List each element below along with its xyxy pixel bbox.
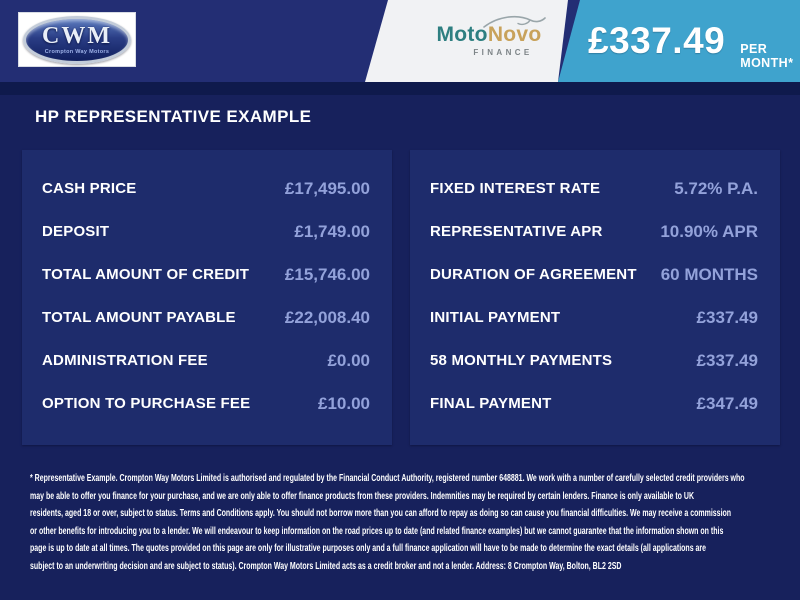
table-row: 58 MONTHLY PAYMENTS £337.49 bbox=[410, 339, 780, 382]
table-row: TOTAL AMOUNT PAYABLE £22,008.40 bbox=[22, 296, 392, 339]
disclaimer-line: may be able to offer you finance for you… bbox=[30, 490, 695, 502]
table-row: DEPOSIT £1,749.00 bbox=[22, 210, 392, 253]
row-value: 60 MONTHS bbox=[660, 264, 758, 284]
finance-brand-tagline: FINANCE bbox=[473, 48, 533, 57]
row-label: INITIAL PAYMENT bbox=[430, 309, 561, 326]
car-swoosh-icon bbox=[482, 15, 546, 28]
row-label: ADMINISTRATION FEE bbox=[42, 352, 208, 369]
disclaimer-line: or other benefits for introducing you to… bbox=[30, 525, 724, 537]
header-bar: CWM Crompton Way Motors MotoNovo FINANCE… bbox=[0, 0, 800, 82]
monthly-price-period: PER MONTH* bbox=[740, 42, 794, 70]
dealer-logo-oval: CWM Crompton Way Motors bbox=[23, 15, 131, 64]
monthly-price-amount: £337.49 bbox=[588, 20, 726, 61]
disclaimer-line: page is up to date at all times. The quo… bbox=[30, 543, 707, 555]
dealer-logo-initials: CWM bbox=[42, 23, 112, 49]
row-value: £337.49 bbox=[696, 307, 758, 327]
row-value: £0.00 bbox=[327, 350, 370, 370]
row-value: £337.49 bbox=[696, 350, 758, 370]
table-row: FIXED INTEREST RATE 5.72% P.A. bbox=[410, 167, 780, 210]
disclaimer-line: * Representative Example. Crompton Way M… bbox=[30, 473, 745, 484]
disclaimer-line: residents, aged 18 or over, subject to s… bbox=[30, 508, 732, 520]
row-label: CASH PRICE bbox=[42, 180, 137, 197]
table-row: OPTION TO PURCHASE FEE £10.00 bbox=[22, 382, 392, 425]
row-value: 5.72% P.A. bbox=[674, 178, 758, 198]
table-row: TOTAL AMOUNT OF CREDIT £15,746.00 bbox=[22, 253, 392, 296]
row-label: TOTAL AMOUNT PAYABLE bbox=[42, 309, 236, 326]
header-white-parallelogram bbox=[365, 0, 568, 82]
disclaimer-line: subject to an underwriting decision and … bbox=[30, 560, 622, 572]
row-label: FIXED INTEREST RATE bbox=[430, 180, 601, 197]
price-banner: £337.49 PER MONTH* bbox=[588, 20, 800, 70]
finance-brand-logo: MotoNovo FINANCE bbox=[424, 15, 554, 57]
row-value: £1,749.00 bbox=[294, 221, 370, 241]
row-value: £15,746.00 bbox=[284, 264, 370, 284]
finance-table-left: CASH PRICE £17,495.00 DEPOSIT £1,749.00 … bbox=[22, 150, 392, 445]
row-label: FINAL PAYMENT bbox=[430, 395, 552, 412]
header-price-parallelogram bbox=[558, 0, 800, 82]
dealer-logo-name: Crompton Way Motors bbox=[44, 49, 110, 55]
row-label: TOTAL AMOUNT OF CREDIT bbox=[42, 266, 250, 283]
row-value: £17,495.00 bbox=[284, 178, 370, 198]
disclaimer-text: * Representative Example. Crompton Way M… bbox=[30, 470, 775, 576]
dealer-logo: CWM Crompton Way Motors bbox=[18, 12, 136, 67]
finance-brand-part1: Moto bbox=[436, 23, 488, 46]
row-value: £22,008.40 bbox=[284, 307, 370, 327]
row-label: OPTION TO PURCHASE FEE bbox=[42, 395, 251, 412]
finance-brand-part2: Novo bbox=[487, 23, 542, 46]
table-row: DURATION OF AGREEMENT 60 MONTHS bbox=[410, 253, 780, 296]
table-row: FINAL PAYMENT £347.49 bbox=[410, 382, 780, 425]
table-row: INITIAL PAYMENT £337.49 bbox=[410, 296, 780, 339]
row-value: £10.00 bbox=[318, 393, 370, 413]
finance-brand-wordmark: MotoNovo bbox=[436, 15, 546, 46]
page-title: HP REPRESENTATIVE EXAMPLE bbox=[35, 107, 312, 126]
table-row: REPRESENTATIVE APR 10.90% APR bbox=[410, 210, 780, 253]
row-label: REPRESENTATIVE APR bbox=[430, 223, 603, 240]
row-label: 58 MONTHLY PAYMENTS bbox=[430, 352, 613, 369]
finance-table-right: FIXED INTEREST RATE 5.72% P.A. REPRESENT… bbox=[410, 150, 780, 445]
row-value: £347.49 bbox=[696, 393, 758, 413]
row-value: 10.90% APR bbox=[660, 221, 758, 241]
table-row: ADMINISTRATION FEE £0.00 bbox=[22, 339, 392, 382]
header-divider bbox=[0, 82, 800, 95]
row-label: DURATION OF AGREEMENT bbox=[430, 266, 637, 283]
row-label: DEPOSIT bbox=[42, 223, 110, 240]
table-row: CASH PRICE £17,495.00 bbox=[22, 167, 392, 210]
